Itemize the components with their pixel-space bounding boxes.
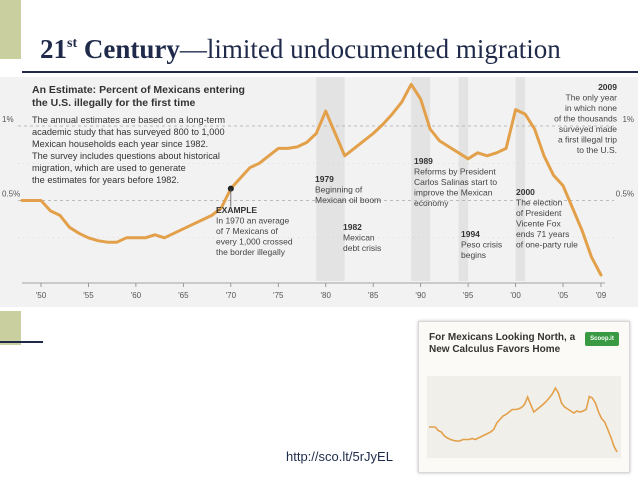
annotation-1982-text: debt crisis — [343, 243, 381, 253]
y-label-right: 0.5% — [616, 190, 634, 199]
annotation-1989-text: improve the Mexican — [414, 188, 493, 198]
annotation-1989-text: Reforms by President — [414, 167, 496, 177]
migration-chart: 1% 1% 0.5% 0.5% '50 '55 '60 '65 '70 '75 '80 '85 '90… — [0, 77, 638, 307]
annotation-1979-text: Mexican oil boom — [315, 195, 381, 205]
annotation-1989-text: Carlos Salinas start to — [414, 177, 497, 187]
x-tick-label: '09 — [596, 291, 607, 300]
annotation-2000-text: Vicente Fox — [516, 219, 561, 229]
shaded-period-1994 — [458, 77, 469, 281]
annotation-1982-label: 1982 — [343, 222, 362, 232]
thumbnail-chart — [427, 376, 621, 458]
slide-title: 21st Century—limited undocumented migrat… — [40, 34, 561, 65]
title-subtitle: —limited undocumented migration — [179, 34, 561, 64]
annotation-2009-text: in which none — [565, 103, 617, 113]
shaded-period-1979 — [316, 77, 345, 281]
title-divider — [22, 71, 638, 73]
annotation-1994-text: Peso crisis — [461, 240, 502, 250]
annotation-example-text: the border illegally — [216, 247, 286, 257]
annotation-2009-text: surveyed made — [559, 124, 617, 134]
x-tick-label: '95 — [463, 291, 474, 300]
chart-description-line: The annual estimates are based on a long… — [32, 115, 225, 125]
annotation-2000-text: of President — [516, 208, 562, 218]
chart-title-line2: the U.S. illegally for the first time — [32, 97, 196, 109]
scoopit-button[interactable]: Scoop.it — [585, 332, 619, 346]
source-link[interactable]: http://sco.lt/5rJyEL — [286, 449, 393, 464]
annotation-2000-text: The election — [516, 198, 563, 208]
annotation-1989-text: economy — [414, 198, 449, 208]
y-label-left: 1% — [2, 115, 14, 124]
annotation-1994-text: begins — [461, 250, 486, 260]
x-tick-label: '90 — [415, 291, 426, 300]
title-century: Century — [77, 34, 180, 64]
y-label-right: 1% — [622, 115, 634, 124]
annotation-2009-text: a first illegal trip — [558, 135, 617, 145]
corner-accent-bottom — [0, 311, 21, 345]
annotation-example-text: of 7 Mexicans of — [216, 226, 279, 236]
x-tick-label: '00 — [510, 291, 521, 300]
x-tick-label: '80 — [321, 291, 332, 300]
annotation-example-text: every 1,000 crossed — [216, 237, 293, 247]
chart-title-line1: An Estimate: Percent of Mexicans enterin… — [32, 84, 245, 96]
annotation-1979-text: Beginning of — [315, 185, 363, 195]
x-tick-label: '60 — [131, 291, 142, 300]
annotation-2000-text: ends 71 years — [516, 229, 569, 239]
annotation-2000-label: 2000 — [516, 187, 535, 197]
chart-description-line: migration, which are used to generate — [32, 163, 186, 173]
annotation-1982-text: Mexican — [343, 233, 375, 243]
x-tick-label: '75 — [273, 291, 284, 300]
x-tick-label: '85 — [368, 291, 379, 300]
annotation-1979-label: 1979 — [315, 174, 334, 184]
annotation-1989-label: 1989 — [414, 156, 433, 166]
thumbnail-title: For Mexicans Looking North, a New Calcul… — [429, 332, 576, 355]
x-tick-label: '50 — [36, 291, 47, 300]
corner-accent-line — [0, 341, 43, 343]
shaded-period-2000 — [515, 77, 526, 281]
annotation-2009-label: 2009 — [598, 82, 617, 92]
corner-accent-top — [0, 0, 21, 59]
y-label-left: 0.5% — [2, 190, 20, 199]
annotation-example-text: In 1970 an average — [216, 216, 290, 226]
chart-description-line: Mexican households each year since 1982. — [32, 139, 208, 149]
annotation-2000-text: of one-party rule — [516, 240, 578, 250]
x-tick-label: '65 — [178, 291, 189, 300]
annotation-2009-text: The only year — [566, 93, 618, 103]
title-superscript: st — [67, 36, 78, 51]
shaded-period-1989 — [411, 77, 431, 281]
chart-description-line: The survey includes questions about hist… — [32, 151, 220, 161]
annotation-2009-text: of the thousands — [554, 114, 617, 124]
chart-description-line: academic study that has surveyed 800 to … — [32, 127, 225, 137]
x-tick-label: '05 — [558, 291, 569, 300]
title-number: 21 — [40, 34, 67, 64]
chart-description-line: the estimates for years before 1982. — [32, 175, 179, 185]
article-thumbnail[interactable]: For Mexicans Looking North, a New Calcul… — [418, 321, 630, 473]
x-tick-label: '55 — [83, 291, 94, 300]
series-line — [20, 82, 603, 277]
x-tick-label: '70 — [226, 291, 237, 300]
annotation-1994-label: 1994 — [461, 229, 480, 239]
annotation-example-label: EXAMPLE — [216, 205, 257, 215]
annotation-2009-text: to the U.S. — [577, 145, 617, 155]
